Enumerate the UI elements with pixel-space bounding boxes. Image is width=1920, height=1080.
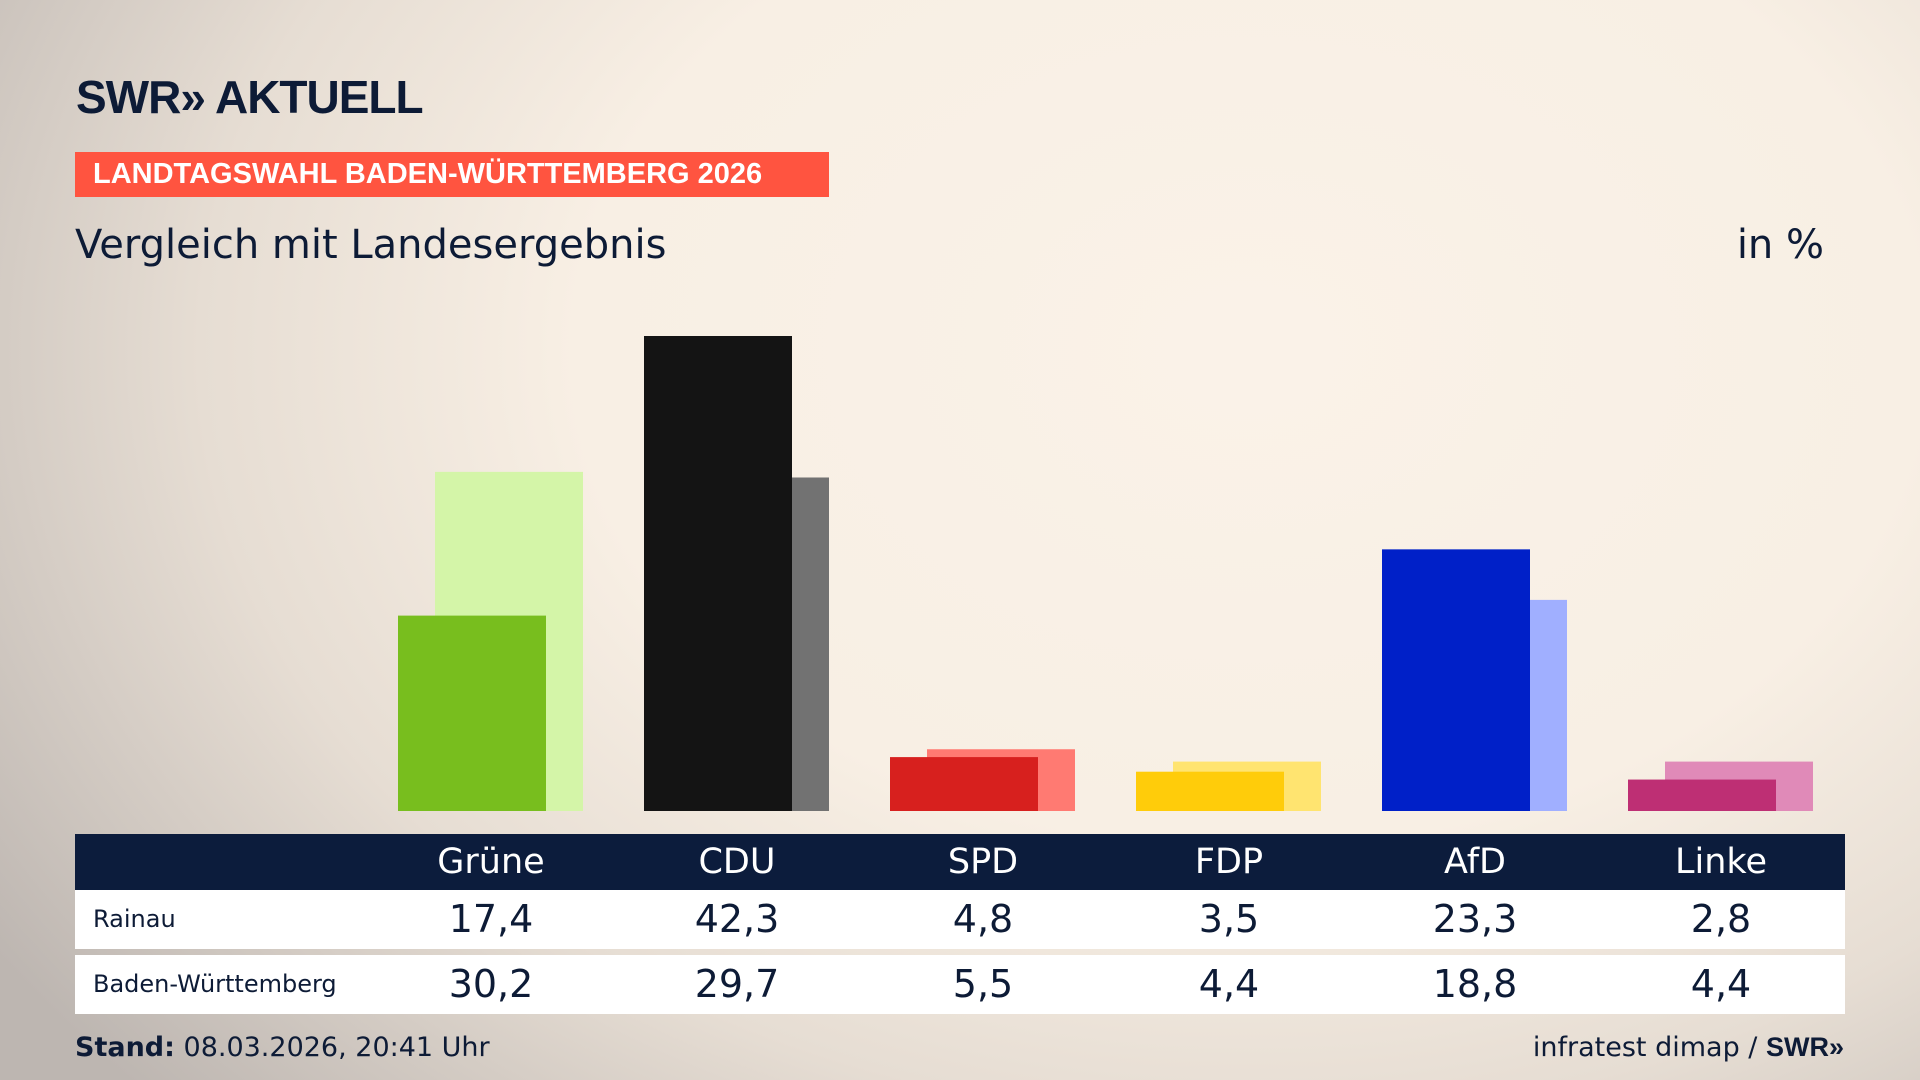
table-row-bw: Baden-Württemberg 30,2 29,7 5,5 4,4 18,8 4,4 [75,955,1845,1014]
bar-rainau-1 [644,336,792,811]
source-text: infratest dimap / [1532,1032,1766,1063]
column-header: SPD [947,842,1019,882]
value-cell: 18,8 [1432,962,1518,1006]
value-cell: 4,4 [1198,962,1260,1006]
value-cell: 4,4 [1690,962,1752,1006]
election-banner: LANDTAGSWAHL BADEN-WÜRTTEMBERG 2026 [75,152,829,197]
bar-chart [398,336,1813,811]
value-cell: 3,5 [1198,897,1260,941]
bar-rainau-2 [890,757,1038,811]
stand-label: Stand: [75,1032,175,1063]
results-table: Grüne CDU SPD FDP AfD Linke Rainau 17,4 42,3 4,… [75,834,1845,1014]
stand-value: 08.03.2026, 20:41 Uhr [183,1032,490,1063]
row-label: Rainau [93,905,176,933]
value-cell: 5,5 [952,962,1014,1006]
swr-aktuell-logo: SWR» AKTUELL [76,71,424,123]
chart-subtitle: Vergleich mit Landesergebnis [75,222,667,268]
table-row-rainau: Rainau 17,4 42,3 4,8 3,5 23,3 2,8 [75,890,1845,949]
timestamp: Stand: 08.03.2026, 20:41 Uhr [75,1032,490,1063]
value-cell: 17,4 [448,897,534,941]
bar-rainau-4 [1382,549,1530,811]
value-cell: 29,7 [694,962,780,1006]
bar-rainau-0 [398,615,546,811]
value-cell: 30,2 [448,962,534,1006]
value-cell: 4,8 [952,897,1014,941]
swr-small-logo: SWR» [1765,1032,1844,1062]
column-header: AfD [1444,842,1506,882]
bar-rainau-5 [1628,779,1776,811]
column-header: Grüne [437,842,545,882]
unit-label: in % [1736,222,1824,268]
value-cell: 42,3 [694,897,780,941]
value-cell: 23,3 [1432,897,1518,941]
column-header: FDP [1194,842,1264,882]
value-cell: 2,8 [1690,897,1752,941]
column-header: Linke [1675,842,1767,882]
source: infratest dimap / SWR» [1533,1032,1844,1063]
bar-rainau-3 [1136,771,1284,811]
table-header: Grüne CDU SPD FDP AfD Linke [75,834,1845,890]
row-label: Baden-Württemberg [93,970,337,998]
column-header: CDU [698,842,776,882]
